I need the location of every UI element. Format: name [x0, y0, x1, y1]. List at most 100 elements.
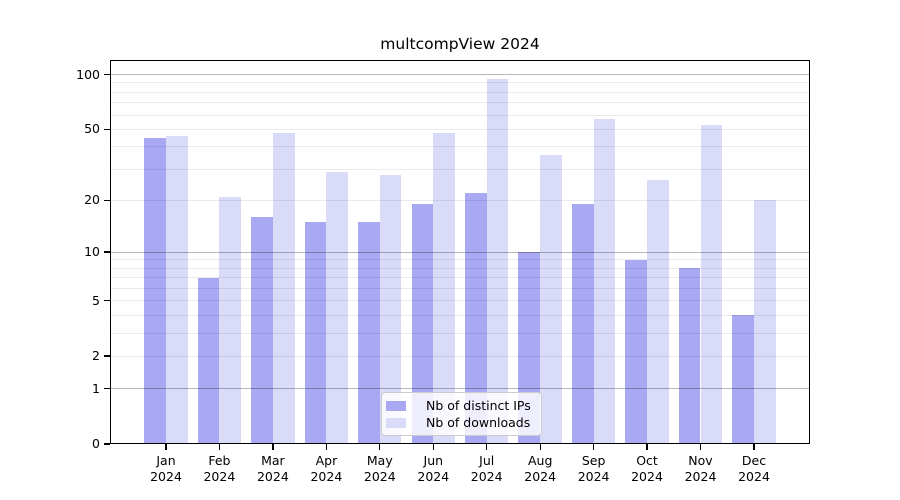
- bar-distinct-ips-may: [358, 222, 380, 444]
- legend-label-downloads: Nb of downloads: [426, 415, 531, 430]
- x-tick-label-month: Oct: [636, 453, 658, 468]
- y-tick: [104, 355, 110, 357]
- x-tick-label: Apr 2024: [286, 453, 366, 484]
- x-tick-label: Aug 2024: [500, 453, 580, 484]
- x-tick-label: Feb 2024: [179, 453, 259, 484]
- x-tick-label-month: Jul: [479, 453, 495, 468]
- bar-downloads-dec: [753, 200, 776, 444]
- x-tick-label: Oct 2024: [607, 453, 687, 484]
- legend-swatch-downloads: [386, 417, 406, 428]
- x-tick-label-month: Dec: [741, 453, 767, 468]
- gridline-minor: [110, 355, 810, 357]
- x-tick-label: Sep 2024: [554, 453, 634, 484]
- legend-swatch-distinct-ips: [386, 400, 406, 411]
- x-tick-label-year: 2024: [631, 468, 663, 484]
- gridline-minor: [110, 146, 810, 148]
- x-tick-label-month: Sep: [581, 453, 606, 468]
- gridline-minor: [110, 128, 810, 130]
- x-tick: [486, 444, 488, 450]
- y-tick: [104, 443, 110, 445]
- y-tick: [104, 299, 110, 302]
- x-tick-label-month: Aug: [527, 453, 553, 468]
- x-tick: [272, 444, 274, 450]
- x-tick: [165, 444, 167, 450]
- x-tick-label: Jul 2024: [447, 453, 527, 484]
- x-tick: [753, 444, 755, 450]
- y-tick-label: 20: [84, 192, 100, 208]
- gridline-minor: [110, 102, 810, 104]
- legend-item-distinct-ips: Nb of distinct IPs: [386, 398, 535, 413]
- y-tick-label: 10: [84, 244, 100, 260]
- gridline-major: [110, 251, 810, 253]
- bar-distinct-ips-jan: [144, 137, 166, 444]
- bar-downloads-jan: [166, 135, 188, 444]
- plot-area: [110, 60, 810, 444]
- gridline-minor: [110, 314, 810, 316]
- x-tick-label-month: Mar: [261, 453, 285, 468]
- gridline-minor: [110, 300, 810, 302]
- gridline-minor: [110, 114, 810, 116]
- x-tick: [699, 444, 702, 450]
- x-tick-label-year: 2024: [577, 468, 610, 484]
- bar-downloads-mar: [272, 132, 295, 444]
- gridline-minor: [110, 199, 810, 201]
- x-tick-label-year: 2024: [684, 468, 717, 484]
- y-tick: [104, 74, 110, 76]
- bar-distinct-ips-sep: [571, 204, 594, 444]
- bar-distinct-ips-jun: [411, 204, 434, 444]
- bar-downloads-sep: [593, 119, 616, 444]
- x-tick-label-month: May: [366, 453, 393, 468]
- bar-distinct-ips-oct: [625, 259, 648, 444]
- x-tick-label: Nov 2024: [661, 453, 741, 484]
- x-tick-label-month: Jun: [423, 453, 444, 468]
- legend: Nb of distinct IPs Nb of downloads: [381, 392, 542, 436]
- y-tick-label: 1: [92, 380, 100, 396]
- y-tick-label: 100: [76, 66, 100, 82]
- bar-downloads-apr: [326, 171, 349, 444]
- bar-distinct-ips-nov: [678, 268, 701, 444]
- x-tick-label-year: 2024: [470, 468, 503, 484]
- x-tick: [432, 444, 434, 450]
- chart-title: multcompView 2024: [380, 35, 540, 53]
- y-tick: [104, 251, 110, 253]
- bar-distinct-ips-apr: [304, 222, 327, 444]
- legend-item-downloads: Nb of downloads: [386, 415, 535, 430]
- x-tick-label: Jun 2024: [393, 453, 473, 484]
- x-tick: [539, 444, 541, 450]
- x-tick-label-year: 2024: [363, 468, 396, 484]
- y-tick-label: 50: [84, 121, 100, 137]
- gridline-major: [110, 388, 810, 389]
- gridline-minor: [110, 332, 810, 334]
- y-tick-label: 2: [92, 348, 100, 364]
- bar-distinct-ips-mar: [251, 217, 273, 444]
- x-tick-label-year: 2024: [738, 468, 770, 484]
- x-tick-label-year: 2024: [203, 468, 236, 484]
- x-tick: [646, 444, 648, 450]
- gridline-minor: [110, 259, 810, 261]
- bar-downloads-aug: [540, 155, 562, 444]
- bar-distinct-ips-feb: [197, 277, 220, 444]
- x-tick-label: Dec 2024: [714, 453, 794, 484]
- x-tick-label-month: Apr: [315, 453, 338, 468]
- x-tick: [325, 444, 327, 450]
- bar-distinct-ips-dec: [732, 315, 754, 444]
- bar-downloads-jul: [486, 78, 509, 444]
- bar-downloads-oct: [647, 180, 669, 444]
- x-tick-label-year: 2024: [310, 468, 343, 484]
- y-tick: [104, 199, 110, 201]
- y-tick-label: 0: [92, 436, 100, 451]
- bar-downloads-feb: [219, 196, 242, 444]
- x-tick-label: May 2024: [340, 453, 420, 484]
- gridline-minor: [110, 277, 810, 279]
- legend-label-distinct-ips: Nb of distinct IPs: [426, 398, 531, 413]
- x-tick-label-year: 2024: [417, 468, 450, 484]
- x-tick-label: Jan 2024: [126, 453, 206, 484]
- bar-downloads-jun: [433, 132, 455, 444]
- gridline-minor: [110, 287, 810, 289]
- gridline-major: [110, 74, 810, 76]
- bar-downloads-may: [379, 174, 402, 444]
- x-tick: [379, 444, 381, 450]
- bar-downloads-nov: [700, 124, 723, 444]
- x-tick-label-month: Feb: [208, 453, 231, 468]
